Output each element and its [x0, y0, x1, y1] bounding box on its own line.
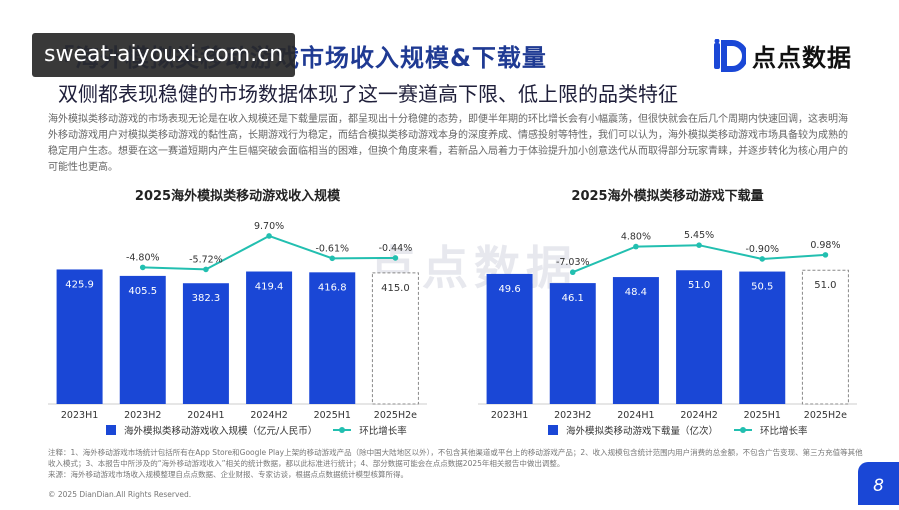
revenue-chart: 2025海外模拟类移动游戏收入规模 425.9 2023H1 405.5 2023H2…: [40, 185, 435, 445]
growth-point: [392, 255, 399, 261]
legend-bar-label: 海外模拟类移动游戏收入规模（亿元/人民币）: [124, 426, 318, 437]
footnote-source: 来源：海外移动游戏市场收入规模整理自点点数据、企业财报、专家访谈，根据点点数据统…: [48, 470, 408, 479]
bar: [246, 271, 293, 404]
downloads-chart-svg: 49.6 2023H1 46.1 2023H2 48.4 2024H1 51.0 2024H2…: [478, 230, 857, 421]
x-tick-label: 2025H2e: [804, 410, 847, 421]
bar: [119, 275, 166, 404]
bar-value-label: 415.0: [381, 283, 410, 294]
growth-point: [329, 255, 336, 262]
bar-value-label: 51.0: [688, 280, 710, 291]
growth-label: -0.44%: [379, 243, 413, 254]
legend-bar-label: 海外模拟类移动游戏下载量（亿次）: [566, 426, 719, 437]
page-number: 8: [858, 462, 899, 505]
legend-bar-swatch: [548, 425, 558, 435]
growth-point: [266, 233, 272, 239]
bar: [486, 273, 533, 404]
x-tick-label: 2025H1: [314, 410, 351, 421]
copyright: © 2025 DianDian.All Rights Reserved.: [48, 490, 192, 499]
bar-value-label: 46.1: [562, 293, 584, 304]
growth-line: [142, 234, 396, 271]
legend-line-swatch: [333, 427, 352, 433]
x-tick-label: 2025H2e: [374, 410, 417, 421]
bar-value-label: 405.5: [128, 286, 157, 297]
x-tick-label: 2024H1: [187, 410, 224, 421]
growth-label: -4.80%: [126, 252, 160, 263]
bar-value-label: 50.5: [751, 282, 773, 293]
bar: [612, 277, 659, 404]
chart-title: 2025海外模拟类移动游戏收入规模: [134, 189, 341, 204]
legend-line-label: 环比增长率: [359, 426, 407, 437]
growth-point: [633, 243, 639, 250]
x-tick-label: 2024H1: [617, 410, 654, 421]
page-subtitle: 双侧都表现稳健的市场数据体现了这一赛道高下限、低上限的品类特征: [58, 82, 678, 106]
growth-point: [203, 266, 209, 273]
footnotes: 注释：1、海外移动游戏市场统计包括所有在App Store和Google Pla…: [48, 447, 868, 480]
bar-value-label: 51.0: [814, 280, 836, 291]
bar: [549, 283, 596, 404]
x-tick-label: 2023H2: [124, 410, 161, 421]
chart-legend: 海外模拟类移动游戏下载量（亿次） 环比增长率: [548, 423, 808, 437]
x-tick-label: 2024H2: [680, 410, 717, 421]
x-tick-label: 2024H2: [250, 410, 287, 421]
growth-label: 9.70%: [254, 221, 284, 232]
bar-value-label: 416.8: [318, 282, 347, 293]
bar-value-label: 419.4: [255, 282, 284, 293]
legend-line-swatch: [734, 427, 753, 433]
growth-label: 5.45%: [684, 230, 714, 241]
bar: [309, 272, 356, 404]
bar-value-label: 382.3: [192, 293, 221, 304]
downloads-chart: 2025海外模拟类移动游戏下载量 49.6 2023H1 46.1 2023H2 48.…: [470, 185, 865, 445]
bar: [182, 283, 229, 404]
bar-value-label: 425.9: [65, 279, 94, 290]
growth-line: [572, 244, 826, 274]
chart-title: 2025海外模拟类移动游戏下载量: [571, 189, 764, 204]
growth-label: -0.61%: [315, 243, 349, 254]
x-tick-label: 2025H1: [744, 410, 781, 421]
bar: [801, 269, 849, 405]
bar-value-label: 48.4: [625, 287, 647, 298]
growth-point: [759, 256, 766, 262]
bar-value-label: 49.6: [498, 284, 520, 295]
bar: [56, 269, 103, 404]
brand-logo: 点点数据: [712, 38, 852, 73]
growth-label: 0.98%: [810, 240, 840, 251]
growth-point: [139, 264, 146, 271]
growth-point: [822, 252, 829, 258]
x-tick-label: 2023H2: [554, 410, 591, 421]
bar: [739, 271, 786, 404]
chart-legend: 海外模拟类移动游戏收入规模（亿元/人民币） 环比增长率: [106, 423, 407, 437]
growth-point: [696, 242, 702, 248]
x-tick-label: 2023H1: [61, 410, 98, 421]
revenue-chart-svg: 425.9 2023H1 405.5 2023H2 382.3 2024H1 419.4 20…: [48, 221, 427, 421]
growth-point: [569, 269, 576, 276]
x-tick-label: 2023H1: [491, 410, 528, 421]
growth-label: -5.72%: [189, 254, 223, 265]
summary-paragraph: 海外模拟类移动游戏的市场表现无论是在收入规模还是下载量层面，都呈现出十分稳健的态…: [48, 114, 848, 173]
bar: [676, 270, 723, 404]
bar: [371, 272, 419, 405]
footnote-line: 注释：1、海外移动游戏市场统计包括所有在App Store和Google Pla…: [48, 448, 863, 468]
legend-bar-swatch: [106, 425, 116, 435]
growth-label: -0.90%: [745, 244, 779, 255]
logo-text: 点点数据: [752, 44, 852, 72]
url-watermark: sweat-aiyouxi.com.cn: [32, 33, 296, 77]
diandian-logo-icon: [714, 38, 746, 72]
legend-line-label: 环比增长率: [760, 426, 808, 437]
growth-label: -7.03%: [556, 257, 590, 268]
growth-label: 4.80%: [621, 232, 651, 243]
